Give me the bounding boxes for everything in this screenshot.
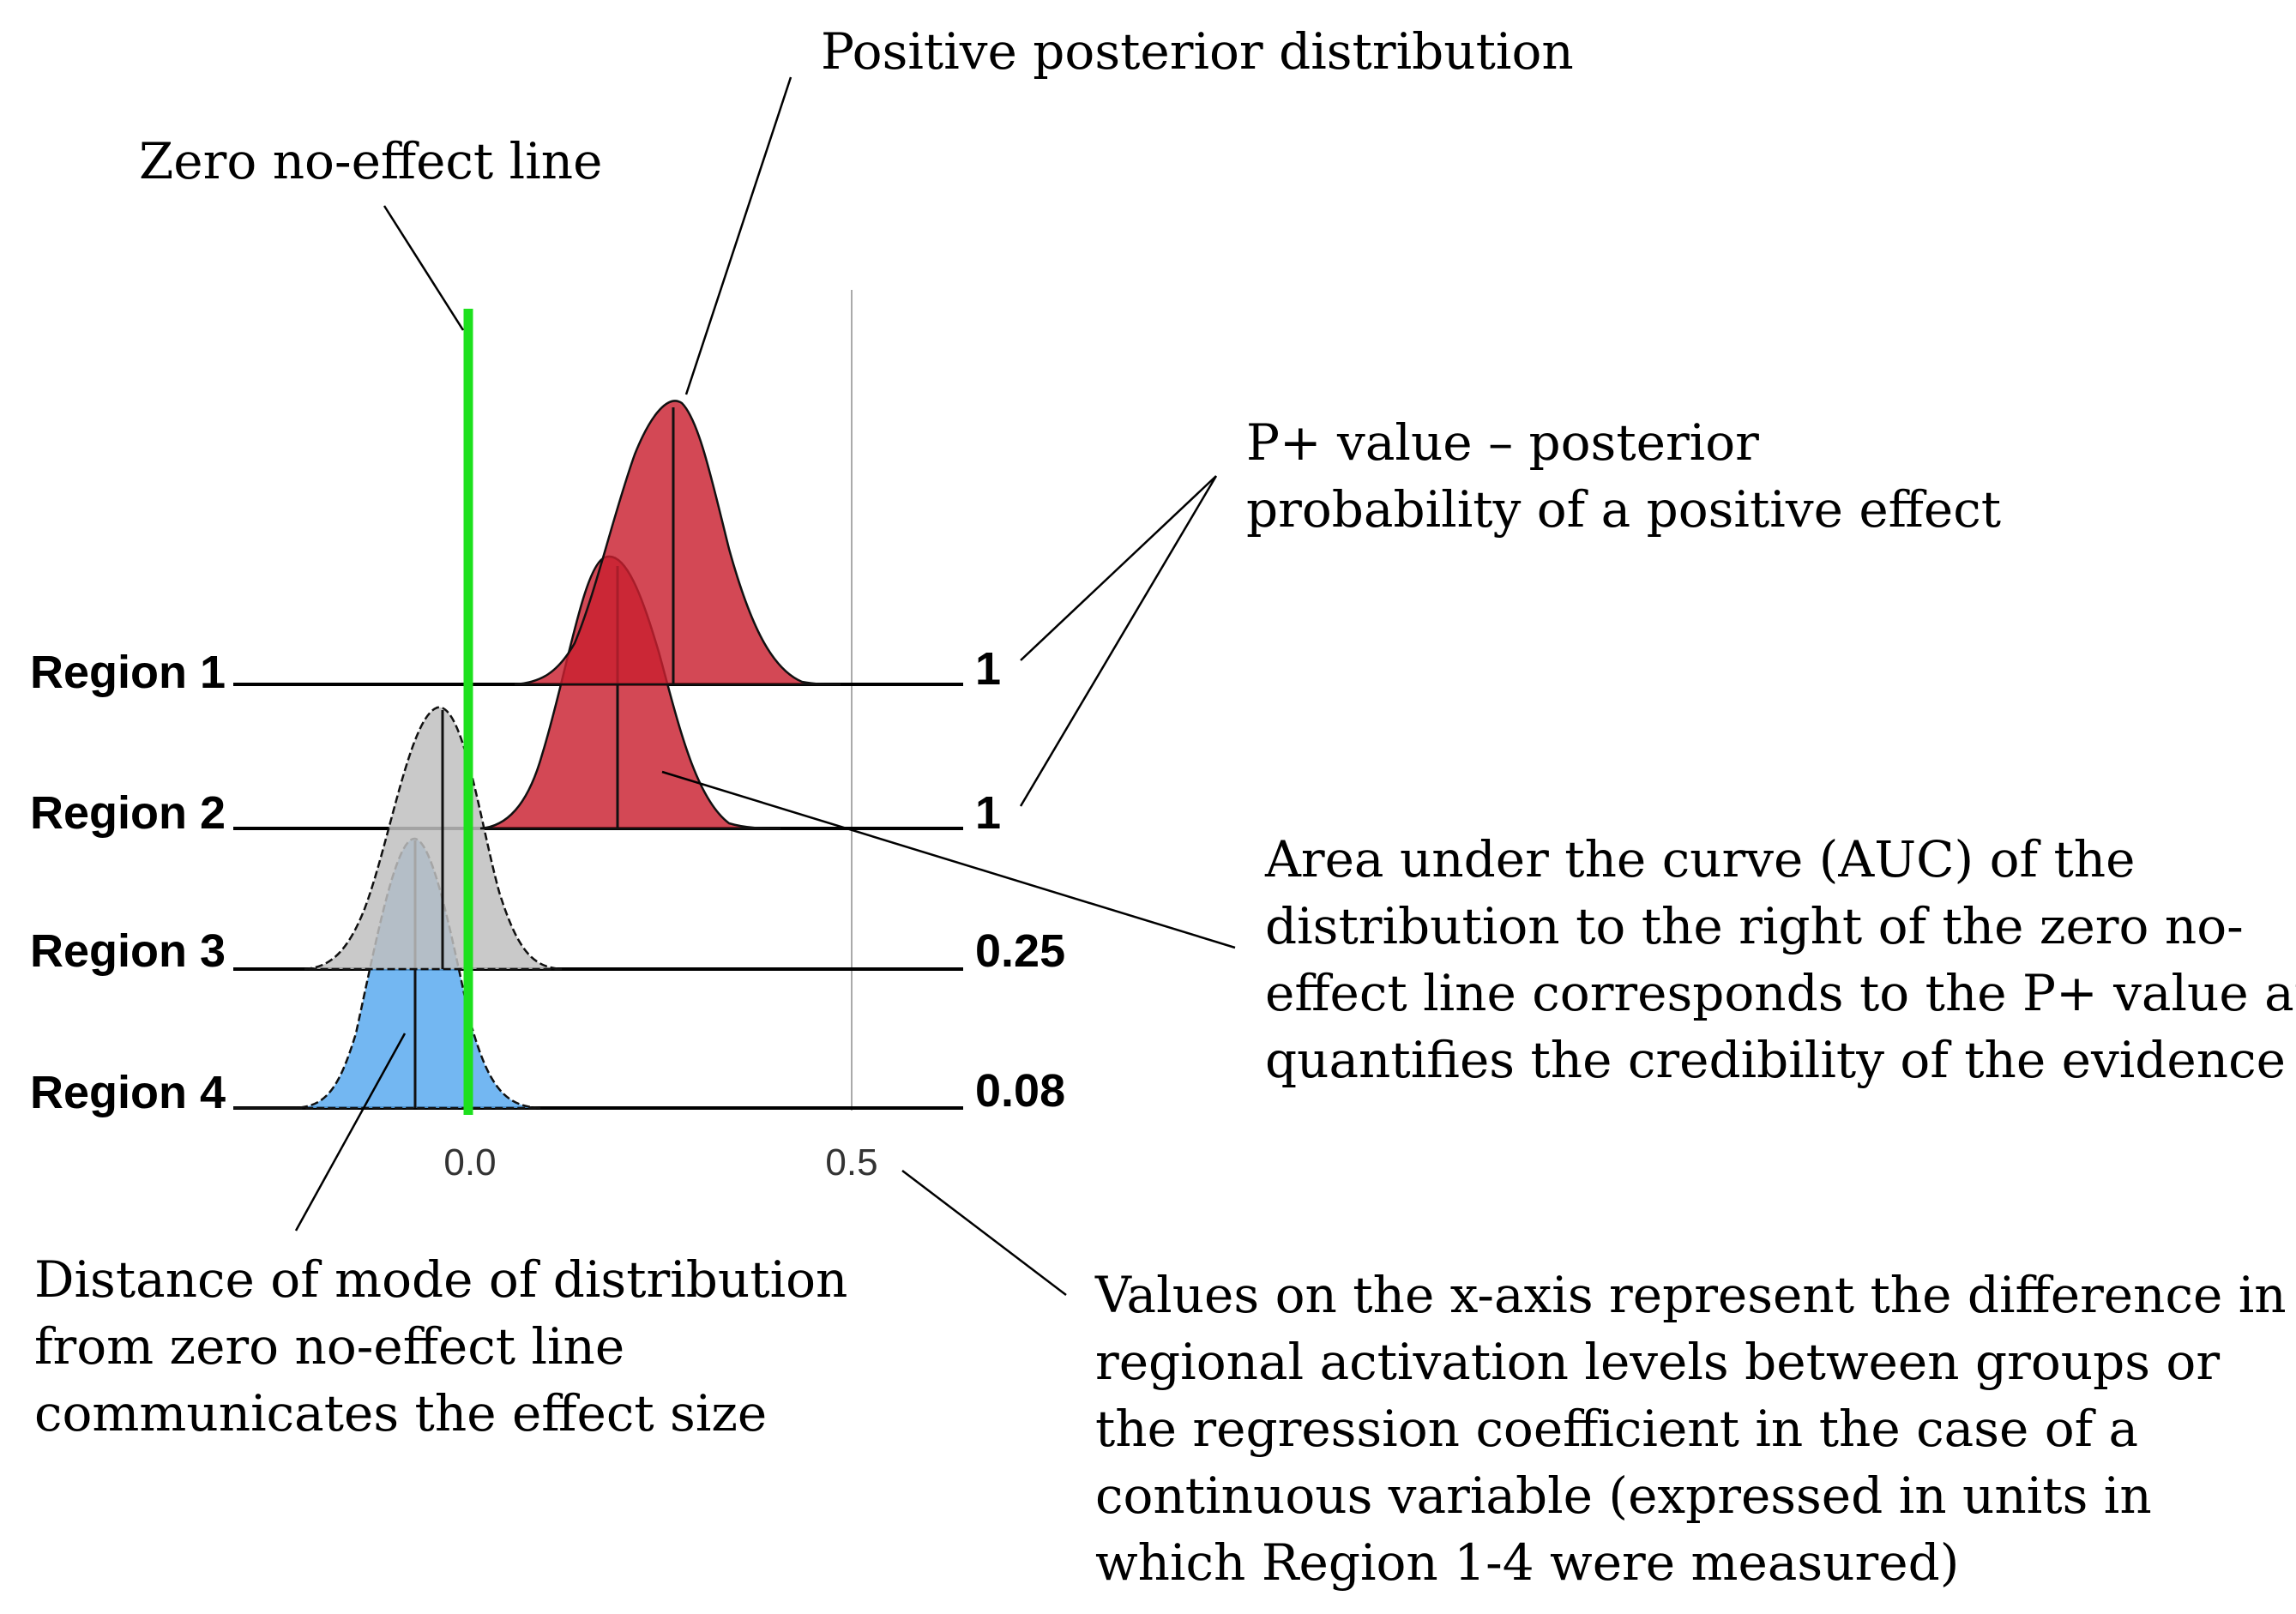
annotation-x-axis-values: Values on the x-axis represent the diffe… xyxy=(1094,1266,2296,1592)
leader-x-axis-values xyxy=(901,1170,1067,1296)
p-plus-value-2: 1 xyxy=(975,787,1001,839)
annotation-zero-line: Zero no-effect line xyxy=(139,132,602,190)
leader-positive-posterior xyxy=(684,76,792,395)
p-plus-value-3: 0.25 xyxy=(975,925,1065,977)
x-tick-label-0-5: 0.5 xyxy=(825,1141,877,1183)
density-region-3 xyxy=(304,706,563,971)
annotation-positive-posterior: Positive posterior distribution xyxy=(821,22,1574,81)
annotation-mode-distance: Distance of mode of distribution from ze… xyxy=(34,1250,864,1442)
x-tick-label-0: 0.0 xyxy=(443,1141,496,1183)
density-region-1 xyxy=(514,400,841,686)
annotation-auc: Area under the curve (AUC) of the distri… xyxy=(1264,830,2296,1089)
leader-auc xyxy=(661,770,1236,949)
region-label-4: Region 4 xyxy=(30,1067,226,1118)
p-plus-value-1: 1 xyxy=(975,643,1001,695)
region-label-3: Region 3 xyxy=(30,925,226,977)
leader-zero-line xyxy=(383,205,465,331)
leader-p-plus-2 xyxy=(1019,475,1218,807)
region-label-1: Region 1 xyxy=(30,647,226,698)
annotation-p-plus: P+ value – posterior probability of a po… xyxy=(1246,413,2001,539)
region-label-2: Region 2 xyxy=(30,787,226,839)
leader-p-plus-1 xyxy=(1020,475,1217,661)
leader-mode-distance xyxy=(294,1033,407,1232)
p-plus-value-4: 0.08 xyxy=(975,1065,1065,1117)
